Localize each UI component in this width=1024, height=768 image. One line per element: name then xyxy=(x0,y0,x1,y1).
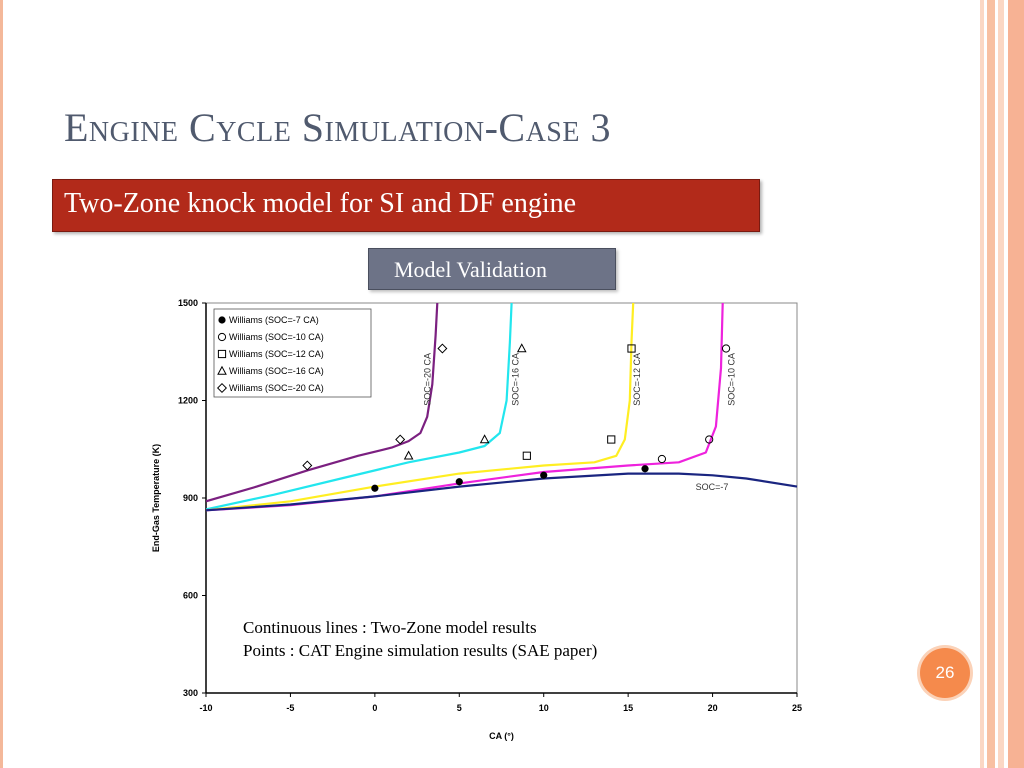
section-label-box: Model Validation xyxy=(368,248,616,290)
data-point-circle xyxy=(721,344,731,353)
data-point-circle xyxy=(705,435,714,444)
subtitle-text: Two-Zone knock model for SI and DF engin… xyxy=(64,188,577,219)
curve-label: SOC=-20 CA xyxy=(423,353,433,406)
data-point-circle xyxy=(657,454,667,464)
temperature-chart: -10 -5 0 5 10 15 20 25 300 600 900 1200 1500 CA (°) En… xyxy=(151,298,802,741)
slide-title: Engine Cycle Simulation-Case 3 xyxy=(64,105,611,150)
data-point-triangle xyxy=(403,450,414,460)
x-tick-label: 0 xyxy=(372,703,377,713)
data-point-square xyxy=(627,344,636,353)
legend-label: Williams (SOC=-12 CA) xyxy=(229,349,324,359)
legend-marker-triangle xyxy=(217,365,227,375)
series-line-soc-20-ca xyxy=(206,303,439,503)
legend-marker-circle xyxy=(217,332,227,342)
curve-label: SOC=-12 CA xyxy=(632,353,642,406)
data-point-square xyxy=(607,435,616,444)
y-tick-label: 1500 xyxy=(178,298,198,308)
legend-marker-diamond xyxy=(216,382,228,394)
data-point-filled-circle xyxy=(455,478,463,486)
page-number-badge: 26 xyxy=(920,648,970,698)
legend-label: Williams (SOC=-16 CA) xyxy=(229,366,324,376)
y-axis-label: End-Gas Temperature (K) xyxy=(151,444,161,552)
right-border-stripe xyxy=(980,0,984,768)
data-point-triangle xyxy=(479,434,490,444)
data-point-filled-circle xyxy=(540,471,548,479)
right-border-stripe xyxy=(987,0,995,768)
data-point-diamond xyxy=(395,434,406,445)
x-tick-label: 15 xyxy=(623,703,633,713)
data-point-diamond xyxy=(437,343,448,354)
data-point-diamond xyxy=(302,460,313,471)
data-point-triangle xyxy=(516,343,527,353)
series-line-soc-7 xyxy=(206,472,798,512)
left-border xyxy=(0,0,3,768)
x-tick-label: 25 xyxy=(792,703,802,713)
x-axis-label: CA (°) xyxy=(489,731,514,741)
curve-label: SOC=-16 CA xyxy=(510,353,520,406)
legend-marker-filled-circle xyxy=(218,316,226,324)
legend-label: Williams (SOC=-20 CA) xyxy=(229,383,324,393)
right-border-stripe xyxy=(998,0,1004,768)
y-tick-label: 600 xyxy=(183,591,198,601)
x-tick-label: 10 xyxy=(539,703,549,713)
data-point-filled-circle xyxy=(641,465,649,473)
note-line-1: Continuous lines : Two-Zone model result… xyxy=(243,618,537,637)
curve-label: SOC=-7 xyxy=(696,482,729,492)
legend-label: Williams (SOC=-10 CA) xyxy=(229,332,324,342)
y-tick-label: 900 xyxy=(183,493,198,503)
series-line-soc-12-ca xyxy=(206,303,635,512)
legend-marker-square xyxy=(217,349,227,359)
x-tick-label: -10 xyxy=(199,703,212,713)
legend-label: Williams (SOC=-7 CA) xyxy=(229,315,319,325)
note-line-2: Points : CAT Engine simulation results (… xyxy=(243,641,597,660)
y-tick-label: 300 xyxy=(183,688,198,698)
subtitle-banner: Two-Zone knock model for SI and DF engin… xyxy=(52,179,760,232)
data-point-square xyxy=(522,451,531,460)
x-tick-label: 20 xyxy=(708,703,718,713)
right-border-stripe xyxy=(1008,0,1024,768)
series-line-soc-16-ca xyxy=(206,303,513,511)
y-tick-label: 1200 xyxy=(178,396,198,406)
section-label: Model Validation xyxy=(394,257,547,282)
data-point-filled-circle xyxy=(371,484,379,492)
curve-label: SOC=-10 CA xyxy=(727,353,737,406)
x-tick-label: 5 xyxy=(457,703,462,713)
legend-box xyxy=(213,308,372,398)
x-tick-label: -5 xyxy=(286,703,294,713)
